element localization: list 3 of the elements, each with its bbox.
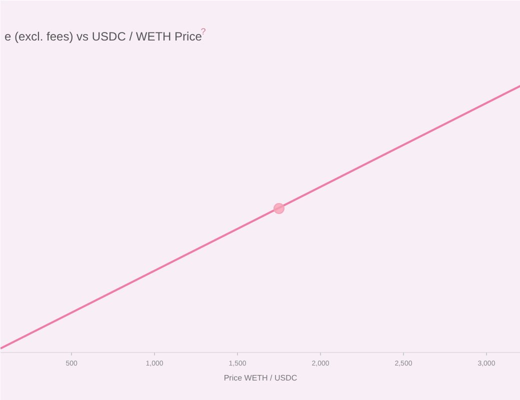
x-axis-title: Price WETH / USDC xyxy=(224,374,298,382)
text: ? xyxy=(200,26,206,36)
chart-title: e (excl. fees) vs USDC / WETH Price xyxy=(4,30,202,44)
